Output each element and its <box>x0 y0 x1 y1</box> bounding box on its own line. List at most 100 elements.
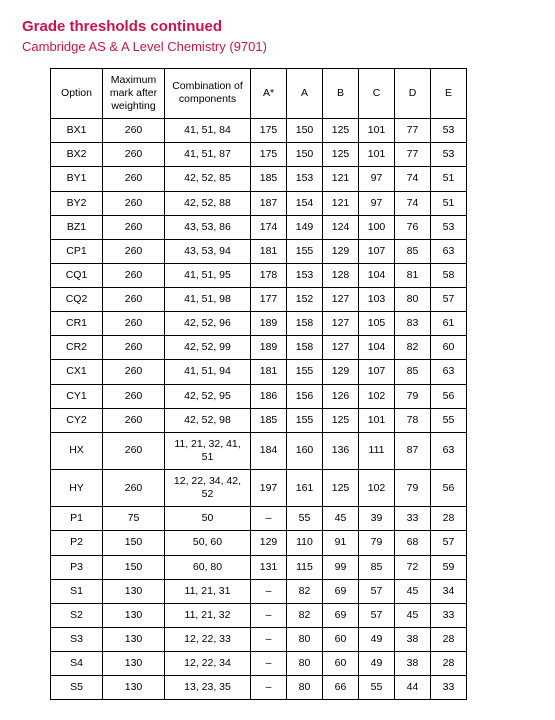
cell-option: CY2 <box>51 408 103 432</box>
table-row: S113011, 21, 31–8269574534 <box>51 579 467 603</box>
cell-max-mark: 260 <box>103 432 165 469</box>
cell-grade-d: 85 <box>395 239 431 263</box>
cell-grade-d: 79 <box>395 470 431 507</box>
cell-grade-a: 158 <box>287 336 323 360</box>
cell-grade-e: 33 <box>431 676 467 700</box>
cell-max-mark: 260 <box>103 119 165 143</box>
cell-option: BX2 <box>51 143 103 167</box>
col-grade-b: B <box>323 68 359 118</box>
cell-grade-a-star: – <box>251 507 287 531</box>
cell-combination: 43, 53, 86 <box>165 215 251 239</box>
cell-option: P2 <box>51 531 103 555</box>
cell-max-mark: 260 <box>103 215 165 239</box>
cell-combination: 11, 21, 32, 41, 51 <box>165 432 251 469</box>
cell-grade-d: 79 <box>395 384 431 408</box>
cell-max-mark: 260 <box>103 336 165 360</box>
cell-combination: 12, 22, 34 <box>165 652 251 676</box>
cell-max-mark: 130 <box>103 627 165 651</box>
cell-grade-e: 53 <box>431 143 467 167</box>
cell-grade-b: 124 <box>323 215 359 239</box>
cell-grade-a-star: 175 <box>251 119 287 143</box>
cell-grade-a-star: 187 <box>251 191 287 215</box>
cell-max-mark: 260 <box>103 360 165 384</box>
cell-grade-c: 57 <box>359 603 395 627</box>
cell-grade-e: 63 <box>431 432 467 469</box>
cell-grade-d: 72 <box>395 555 431 579</box>
cell-grade-e: 51 <box>431 167 467 191</box>
cell-grade-b: 69 <box>323 579 359 603</box>
cell-grade-b: 128 <box>323 263 359 287</box>
col-grade-e: E <box>431 68 467 118</box>
cell-max-mark: 260 <box>103 143 165 167</box>
cell-max-mark: 260 <box>103 263 165 287</box>
table-row: CY126042, 52, 951861561261027956 <box>51 384 467 408</box>
cell-grade-e: 33 <box>431 603 467 627</box>
cell-grade-b: 129 <box>323 239 359 263</box>
cell-grade-e: 55 <box>431 408 467 432</box>
cell-max-mark: 150 <box>103 555 165 579</box>
cell-combination: 11, 21, 32 <box>165 603 251 627</box>
cell-combination: 41, 51, 94 <box>165 360 251 384</box>
cell-grade-a-star: 189 <box>251 336 287 360</box>
cell-grade-b: 126 <box>323 384 359 408</box>
cell-grade-a-star: – <box>251 579 287 603</box>
cell-grade-e: 53 <box>431 215 467 239</box>
cell-grade-d: 85 <box>395 360 431 384</box>
table-row: CQ126041, 51, 951781531281048158 <box>51 263 467 287</box>
cell-max-mark: 260 <box>103 288 165 312</box>
cell-grade-a: 152 <box>287 288 323 312</box>
cell-option: S1 <box>51 579 103 603</box>
cell-grade-a-star: – <box>251 652 287 676</box>
cell-grade-a-star: 185 <box>251 167 287 191</box>
cell-grade-a: 80 <box>287 627 323 651</box>
cell-grade-c: 101 <box>359 408 395 432</box>
cell-grade-c: 57 <box>359 579 395 603</box>
cell-grade-d: 38 <box>395 652 431 676</box>
cell-grade-d: 83 <box>395 312 431 336</box>
cell-grade-d: 76 <box>395 215 431 239</box>
cell-grade-b: 121 <box>323 167 359 191</box>
table-row: CP126043, 53, 941811551291078563 <box>51 239 467 263</box>
cell-grade-c: 103 <box>359 288 395 312</box>
cell-grade-b: 91 <box>323 531 359 555</box>
cell-grade-d: 38 <box>395 627 431 651</box>
cell-option: CQ1 <box>51 263 103 287</box>
cell-grade-b: 127 <box>323 312 359 336</box>
cell-grade-a: 149 <box>287 215 323 239</box>
cell-grade-a: 156 <box>287 384 323 408</box>
cell-grade-c: 107 <box>359 239 395 263</box>
table-row: S213011, 21, 32–8269574533 <box>51 603 467 627</box>
cell-grade-d: 33 <box>395 507 431 531</box>
cell-grade-a-star: 181 <box>251 239 287 263</box>
cell-max-mark: 260 <box>103 191 165 215</box>
cell-grade-d: 68 <box>395 531 431 555</box>
cell-grade-e: 51 <box>431 191 467 215</box>
cell-grade-a: 150 <box>287 119 323 143</box>
cell-max-mark: 130 <box>103 652 165 676</box>
cell-grade-e: 57 <box>431 288 467 312</box>
cell-option: S3 <box>51 627 103 651</box>
cell-grade-e: 63 <box>431 239 467 263</box>
cell-grade-c: 101 <box>359 143 395 167</box>
cell-grade-b: 45 <box>323 507 359 531</box>
cell-max-mark: 130 <box>103 579 165 603</box>
cell-grade-a: 80 <box>287 652 323 676</box>
cell-grade-e: 28 <box>431 627 467 651</box>
cell-grade-b: 60 <box>323 652 359 676</box>
table-row: CQ226041, 51, 981771521271038057 <box>51 288 467 312</box>
cell-grade-e: 53 <box>431 119 467 143</box>
cell-grade-b: 60 <box>323 627 359 651</box>
table-row: BX226041, 51, 871751501251017753 <box>51 143 467 167</box>
cell-grade-a-star: 197 <box>251 470 287 507</box>
cell-grade-d: 45 <box>395 603 431 627</box>
table-row: CR126042, 52, 961891581271058361 <box>51 312 467 336</box>
cell-option: P3 <box>51 555 103 579</box>
cell-grade-c: 55 <box>359 676 395 700</box>
col-option: Option <box>51 68 103 118</box>
cell-grade-c: 107 <box>359 360 395 384</box>
cell-grade-c: 104 <box>359 336 395 360</box>
cell-max-mark: 260 <box>103 408 165 432</box>
cell-grade-c: 85 <box>359 555 395 579</box>
cell-option: CP1 <box>51 239 103 263</box>
cell-grade-a: 161 <box>287 470 323 507</box>
